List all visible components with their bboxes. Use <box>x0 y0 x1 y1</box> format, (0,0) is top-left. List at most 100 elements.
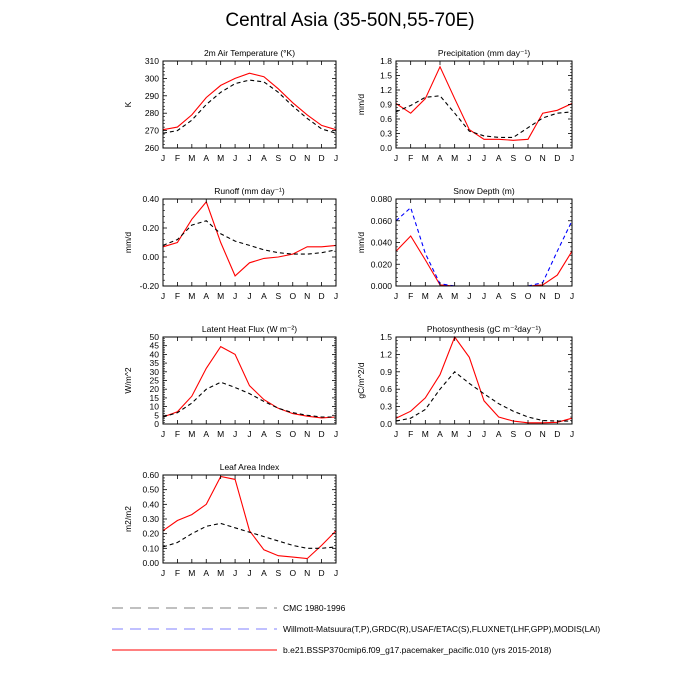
series-line-model <box>527 250 573 287</box>
x-tick-label: A <box>437 153 443 163</box>
panel-title: Latent Heat Flux (W m⁻²) <box>202 324 297 334</box>
x-tick-label: J <box>482 429 486 439</box>
x-tick-label: J <box>570 153 574 163</box>
x-tick-label: M <box>217 429 224 439</box>
x-tick-label: S <box>275 568 281 578</box>
x-tick-label: A <box>496 291 502 301</box>
x-tick-label: J <box>233 291 237 301</box>
x-tick-label: M <box>188 153 195 163</box>
x-tick-label: M <box>217 291 224 301</box>
y-tick-label: 0.50 <box>142 485 159 495</box>
x-tick-label: N <box>540 153 546 163</box>
y-tick-label: 0.080 <box>371 194 393 204</box>
y-tick-label: 290 <box>145 91 159 101</box>
x-tick-label: O <box>289 568 296 578</box>
y-tick-label: 0.20 <box>142 529 159 539</box>
series-line-cmc <box>162 220 337 255</box>
x-tick-label: O <box>289 291 296 301</box>
x-tick-label: O <box>525 153 532 163</box>
panel-3: Snow Depth (m) mm/d 0.000 0.020 0.040 0.060 0.… <box>356 186 574 301</box>
x-tick-label: M <box>451 429 458 439</box>
panel-title: Photosynthesis (gC m⁻²day⁻¹) <box>427 324 541 334</box>
x-tick-label: S <box>510 153 516 163</box>
y-axis-label: W/m^2 <box>123 367 133 393</box>
x-tick-label: O <box>525 429 532 439</box>
y-tick-label: 0.40 <box>142 194 159 204</box>
x-tick-label: F <box>408 153 413 163</box>
x-tick-label: N <box>304 291 310 301</box>
plot-frame <box>162 474 337 564</box>
panel-4: Latent Heat Flux (W m⁻²)W/m^205101520253… <box>123 324 338 439</box>
series-line-cmc <box>162 79 337 134</box>
x-tick-label: F <box>408 429 413 439</box>
x-tick-label: N <box>540 291 546 301</box>
y-tick-label: 260 <box>145 143 159 153</box>
series-line-cmc <box>395 371 572 422</box>
panel-title: Snow Depth (m) <box>453 186 515 196</box>
y-axis-label: mm/d <box>123 232 133 254</box>
x-tick-label: D <box>554 291 560 301</box>
x-tick-label: J <box>247 429 251 439</box>
y-tick-label: 1.8 <box>380 56 392 66</box>
series-line-model <box>162 72 337 131</box>
x-tick-label: J <box>394 429 398 439</box>
x-tick-label: J <box>334 291 338 301</box>
x-tick-label: A <box>261 153 267 163</box>
x-tick-label: D <box>554 153 560 163</box>
x-tick-label: A <box>203 291 209 301</box>
x-tick-label: M <box>188 291 195 301</box>
x-tick-label: S <box>275 429 281 439</box>
x-tick-label: D <box>319 568 325 578</box>
x-tick-label: J <box>467 291 471 301</box>
y-tick-label: 50 <box>150 332 160 342</box>
series-line-model <box>395 235 455 287</box>
series-line-obs <box>395 206 455 287</box>
x-tick-label: J <box>233 429 237 439</box>
y-tick-label: 1.2 <box>380 349 392 359</box>
x-tick-label: F <box>408 291 413 301</box>
x-tick-label: J <box>161 568 165 578</box>
y-tick-label: 25 <box>150 376 160 386</box>
x-tick-label: J <box>161 153 165 163</box>
y-axis-label: m2/m2 <box>123 506 133 532</box>
x-tick-label: M <box>422 153 429 163</box>
legend: CMC 1980-1996 Willmott-Matsuura(T,P),GRDC… <box>112 603 600 655</box>
plot-frame <box>395 60 573 149</box>
x-tick-label: J <box>247 291 251 301</box>
legend-label: b.e21.BSSP370cmip6.f09_g17.pacemaker_pac… <box>283 645 552 655</box>
y-tick-label: 0.20 <box>142 223 159 233</box>
x-tick-label: J <box>482 153 486 163</box>
x-tick-label: A <box>496 429 502 439</box>
y-tick-label: 0.9 <box>380 100 392 110</box>
panel-title: Leaf Area Index <box>220 462 280 472</box>
x-tick-label: J <box>233 568 237 578</box>
panel-title: 2m Air Temperature (°K) <box>204 48 295 58</box>
x-tick-label: A <box>261 291 267 301</box>
y-tick-label: 300 <box>145 73 159 83</box>
x-tick-label: D <box>554 429 560 439</box>
y-axis-label: K <box>123 101 133 107</box>
y-tick-label: 15 <box>150 393 160 403</box>
y-tick-label: 270 <box>145 126 159 136</box>
series-line-model <box>162 200 337 277</box>
x-tick-label: J <box>233 153 237 163</box>
x-tick-label: D <box>319 153 325 163</box>
y-tick-label: 30 <box>150 367 160 377</box>
x-tick-label: J <box>161 291 165 301</box>
x-tick-label: D <box>319 291 325 301</box>
x-tick-label: N <box>304 429 310 439</box>
y-axis-label: mm/d <box>356 94 366 116</box>
y-tick-label: 0.00 <box>142 252 159 262</box>
x-tick-label: A <box>437 429 443 439</box>
x-tick-label: F <box>175 291 180 301</box>
x-tick-label: A <box>496 153 502 163</box>
y-tick-label: 0.0 <box>380 419 392 429</box>
y-tick-label: 0.30 <box>142 514 159 524</box>
x-tick-label: A <box>203 429 209 439</box>
panel-6: Leaf Area Index m2/m2 0.00 0.10 0.20 0.30 0.40… <box>123 462 338 578</box>
series-line-model <box>395 65 573 141</box>
series-line-obs <box>527 220 573 287</box>
x-tick-label: N <box>304 153 310 163</box>
y-tick-label: 20 <box>150 384 160 394</box>
